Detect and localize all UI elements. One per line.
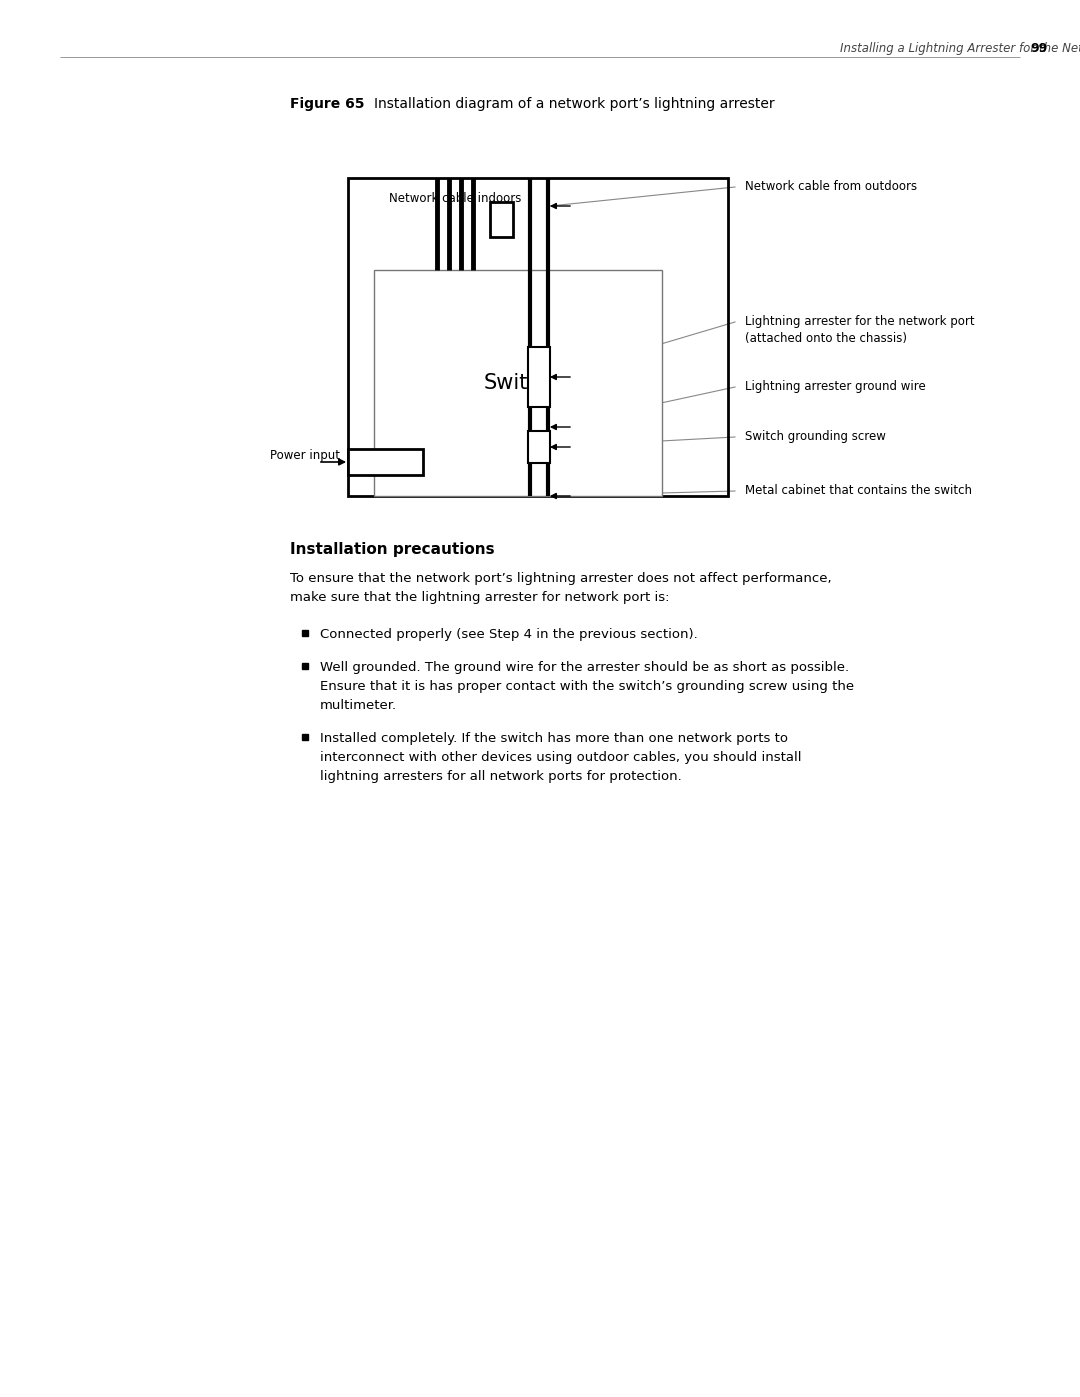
Text: Installation precautions: Installation precautions: [291, 542, 495, 557]
Text: Power input: Power input: [270, 450, 340, 462]
Text: Installed completely. If the switch has more than one network ports to: Installed completely. If the switch has …: [320, 732, 788, 745]
Text: Installing a Lightning Arrester for the Network Port: Installing a Lightning Arrester for the …: [840, 42, 1080, 54]
Text: To ensure that the network port’s lightning arrester does not affect performance: To ensure that the network port’s lightn…: [291, 571, 832, 585]
Bar: [528, 432, 550, 462]
Bar: [528, 346, 550, 407]
Text: Switch: Switch: [484, 373, 553, 393]
Bar: [374, 270, 662, 496]
Text: interconnect with other devices using outdoor cables, you should install: interconnect with other devices using ou…: [320, 752, 801, 764]
Text: Metal cabinet that contains the switch: Metal cabinet that contains the switch: [745, 483, 972, 497]
Text: Installation diagram of a network port’s lightning arrester: Installation diagram of a network port’s…: [374, 96, 774, 110]
Text: multimeter.: multimeter.: [320, 698, 397, 712]
Bar: [490, 203, 513, 237]
Bar: [348, 448, 423, 475]
Text: Well grounded. The ground wire for the arrester should be as short as possible.: Well grounded. The ground wire for the a…: [320, 661, 849, 673]
Text: Ensure that it is has proper contact with the switch’s grounding screw using the: Ensure that it is has proper contact wit…: [320, 680, 854, 693]
Text: 99: 99: [1030, 42, 1048, 54]
Text: Lightning arrester ground wire: Lightning arrester ground wire: [745, 380, 926, 393]
Text: Network cable from outdoors: Network cable from outdoors: [745, 180, 917, 193]
Bar: [348, 177, 728, 496]
Text: Figure 65: Figure 65: [291, 96, 365, 110]
Text: (attached onto the chassis): (attached onto the chassis): [745, 332, 907, 345]
Text: lightning arresters for all network ports for protection.: lightning arresters for all network port…: [320, 770, 681, 782]
Text: Connected properly (see Step 4 in the previous section).: Connected properly (see Step 4 in the pr…: [320, 629, 698, 641]
Text: make sure that the lightning arrester for network port is:: make sure that the lightning arrester fo…: [291, 591, 670, 604]
Text: Network cable indoors: Network cable indoors: [389, 191, 522, 205]
Text: Switch grounding screw: Switch grounding screw: [745, 430, 886, 443]
Text: Lightning arrester for the network port: Lightning arrester for the network port: [745, 314, 974, 328]
